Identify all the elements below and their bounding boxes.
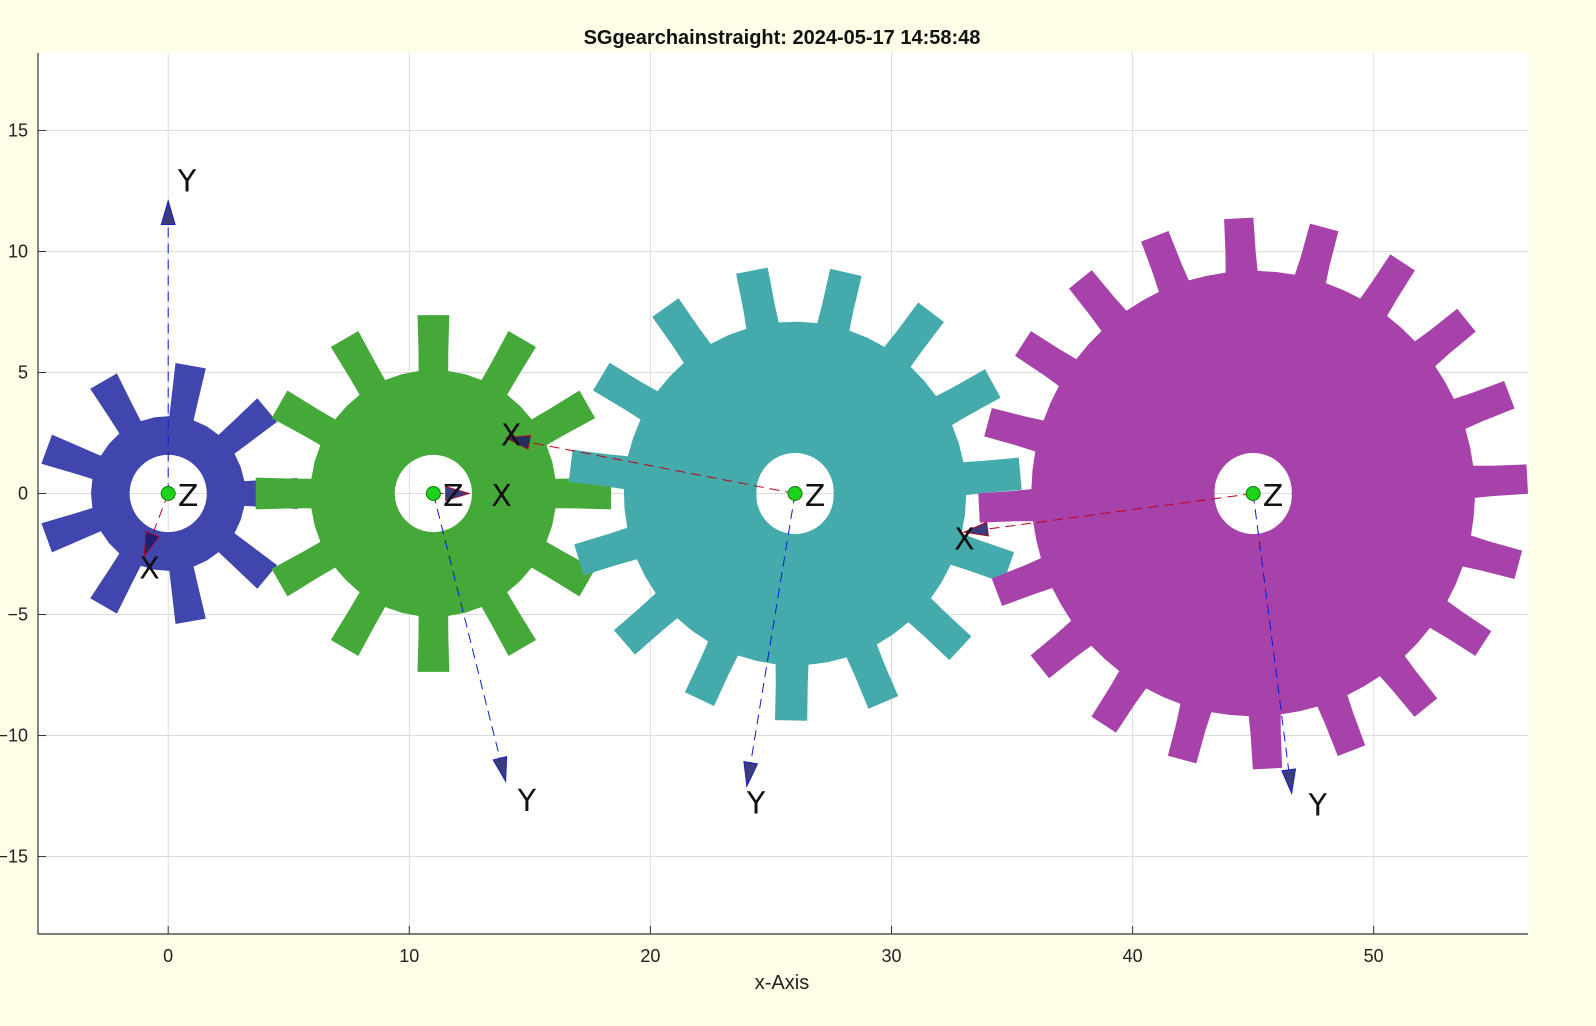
frame-2-z-label: Z [443,479,464,514]
frame-2-origin-marker [425,486,441,501]
frame-1-x-axis-head [143,530,160,558]
y-tick-label: 0 [18,484,28,504]
frame-1-z-label: Z [178,479,199,514]
frame-2-y-axis-shaft [432,493,501,759]
x-tick-label: 10 [399,946,419,966]
frame-3-y-axis-head [743,761,759,788]
frame-4-x-axis-head [962,521,989,537]
frame-2-x-axis-head [445,485,472,502]
gears [41,217,1528,770]
x-tick-label: 0 [163,946,173,966]
frame-4-y-label: Y [1308,789,1328,824]
frame-1-y-axis-head [160,199,176,226]
frame-2-y-label: Y [517,784,537,819]
frame-1-origin-marker [160,486,176,501]
y-tick-label: −15 [0,847,28,867]
gear-1 [41,363,298,624]
x-tick-label: 20 [640,946,660,966]
x-tick-label: 40 [1123,946,1143,966]
frame-2-y-axis-head [492,755,508,783]
frame-4-y-axis-head [1281,768,1297,796]
y-tick-label: 15 [8,120,28,140]
x-tick-label: 50 [1364,946,1384,966]
frame-3-x-axis-shaft [529,441,796,494]
y-tick-label: 10 [8,241,28,261]
frame-3-y-axis-shaft [750,493,796,763]
gear-3 [568,267,1022,721]
frame-4-z-label: Z [1263,479,1284,514]
frame-4-origin-marker [1245,486,1261,501]
frame-4-x-axis-shaft [987,493,1254,530]
frame-3-x-axis-head [504,435,532,450]
frame-3-z-label: Z [805,479,826,514]
gear-4 [978,217,1528,770]
chart-title: SGgearchainstraight: 2024-05-17 14:58:48 [584,27,981,49]
y-tick-label: 5 [18,362,28,382]
frame-3-origin-marker [787,486,803,501]
frame-4-y-axis-shaft [1252,493,1290,770]
frame-4-x-label: X [954,522,975,557]
y-tick-label: −10 [0,726,28,746]
gear-2 [255,315,612,672]
frame-2-x-label: X [491,479,512,514]
frame-1-y-label: Y [177,164,197,199]
y-tick-label: −5 [7,605,28,625]
frame-1-x-label: X [139,552,160,587]
frame-3-x-label: X [501,418,522,453]
frame-3-y-label: Y [746,786,766,821]
x-axis-label: x-Axis [755,972,809,994]
x-tick-label: 30 [881,946,901,966]
